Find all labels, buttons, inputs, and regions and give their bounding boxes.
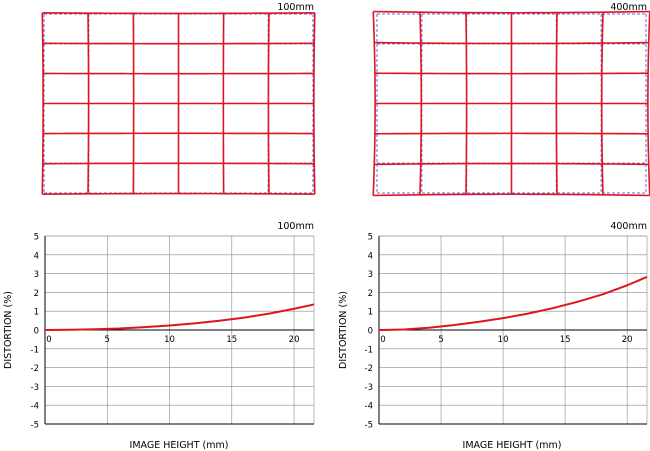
x-axis-label: IMAGE HEIGHT (mm): [463, 440, 562, 451]
grid-focal-label: 100mm: [277, 2, 314, 13]
x-tick-label: 10: [498, 335, 509, 345]
y-tick-label: -5: [31, 421, 39, 431]
x-tick-label: 5: [105, 335, 110, 345]
y-tick-label: 0: [34, 327, 39, 337]
y-tick-label: 4: [368, 251, 373, 261]
y-axis-label: DISTORTION (%): [338, 291, 349, 369]
y-tick-label: 1: [368, 308, 373, 318]
grid-focal-label: 400mm: [610, 2, 647, 13]
distortion-curve: [378, 276, 648, 331]
y-tick-label: -5: [365, 421, 373, 431]
x-tick-label: 5: [438, 335, 443, 345]
y-axis-label: DISTORTION (%): [3, 291, 14, 369]
y-tick-label: -2: [365, 364, 373, 374]
distorted-grid-hline: [374, 162, 649, 166]
distortion-grid-400mm: 400mm: [372, 2, 650, 197]
distorted-grid-vline: [313, 12, 316, 195]
y-tick-label: 2: [368, 289, 373, 299]
y-tick-label: -3: [31, 383, 39, 393]
x-tick-label: 20: [289, 335, 300, 345]
distorted-grid-vline: [41, 12, 44, 195]
y-tick-label: -4: [365, 402, 373, 412]
distortion-grid-100mm: 100mm: [41, 2, 316, 195]
chart-title: 400mm: [610, 221, 647, 232]
distorted-grid-hline: [42, 12, 315, 15]
x-tick-label: 20: [622, 335, 633, 345]
x-tick-label: 0: [380, 335, 385, 345]
y-tick-label: 2: [34, 289, 39, 299]
distorted-grid-hline: [374, 41, 649, 45]
y-tick-label: 1: [34, 308, 39, 318]
y-tick-label: 5: [34, 233, 39, 243]
y-tick-label: -4: [31, 402, 39, 412]
x-tick-label: 15: [226, 335, 237, 345]
distorted-grid-vline: [372, 11, 376, 196]
y-tick-label: 4: [34, 251, 39, 261]
distortion-curve: [44, 303, 315, 331]
y-tick-label: -1: [365, 345, 373, 355]
distortion-chart-100mm: 100mm DISTORTION (%) IMAGE HEIGHT (mm) 5…: [3, 221, 315, 451]
distorted-grid-hline: [42, 192, 315, 195]
y-tick-label: 0: [368, 327, 373, 337]
y-tick-label: -1: [31, 345, 39, 355]
x-tick-label: 0: [46, 335, 51, 345]
distorted-grid-hline: [373, 193, 650, 197]
y-tick-label: -3: [365, 383, 373, 393]
x-axis-label: IMAGE HEIGHT (mm): [130, 440, 229, 451]
distorted-grid-hline: [373, 10, 650, 14]
x-tick-label: 10: [164, 335, 175, 345]
distorted-grid-vline: [647, 11, 650, 196]
distortion-chart-400mm: 400mm DISTORTION (%) IMAGE HEIGHT (mm) 5…: [338, 221, 648, 451]
y-tick-label: 3: [368, 270, 373, 280]
y-tick-label: 3: [34, 270, 39, 280]
y-tick-label: 5: [368, 233, 373, 243]
y-tick-label: -2: [31, 364, 39, 374]
chart-title: 100mm: [277, 221, 314, 232]
x-tick-label: 15: [560, 335, 571, 345]
